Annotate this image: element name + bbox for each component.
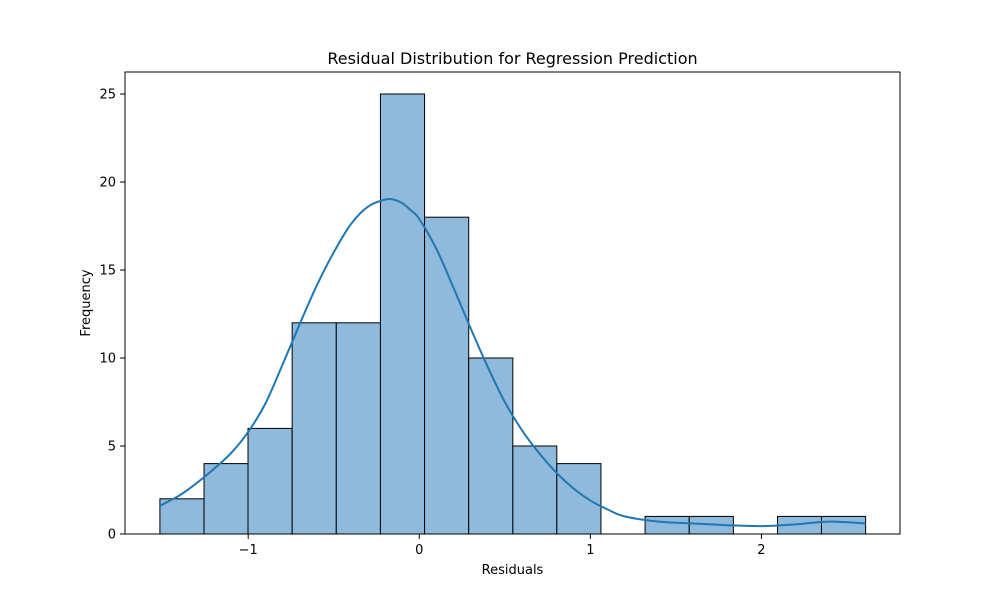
x-tick-label: 2 (757, 543, 765, 558)
x-tick-label: −1 (239, 543, 258, 558)
x-axis-ticks: −1 0 1 2 (239, 534, 766, 558)
histogram-bar (556, 463, 602, 535)
x-tick-label: 1 (586, 543, 594, 558)
y-tick-label: 0 (108, 528, 116, 543)
y-tick-label: 20 (99, 176, 116, 191)
y-axis-label: Frequency (79, 269, 94, 336)
histogram-bar (203, 463, 249, 535)
histogram-bar (379, 93, 426, 535)
histogram-bar (291, 322, 337, 535)
y-tick-label: 5 (108, 440, 116, 455)
histogram-bar (247, 427, 293, 535)
x-tick-label: 0 (415, 543, 423, 558)
y-axis-ticks: 0 5 10 15 20 25 (99, 88, 125, 543)
y-tick-label: 10 (99, 352, 116, 367)
histogram-bar (512, 445, 558, 535)
y-tick-label: 25 (99, 88, 116, 103)
x-axis-label: Residuals (482, 563, 544, 578)
y-tick-label: 15 (99, 264, 116, 279)
histogram-bar (424, 216, 470, 535)
axes-frame (124, 71, 901, 535)
kde-curve (159, 197, 866, 528)
chart-title: Residual Distribution for Regression Pre… (327, 49, 697, 68)
histogram-bar (468, 357, 514, 535)
histogram-bar (820, 515, 867, 535)
histogram-bar (644, 515, 690, 535)
histogram-bar (335, 322, 381, 535)
histogram-bar (159, 498, 205, 535)
